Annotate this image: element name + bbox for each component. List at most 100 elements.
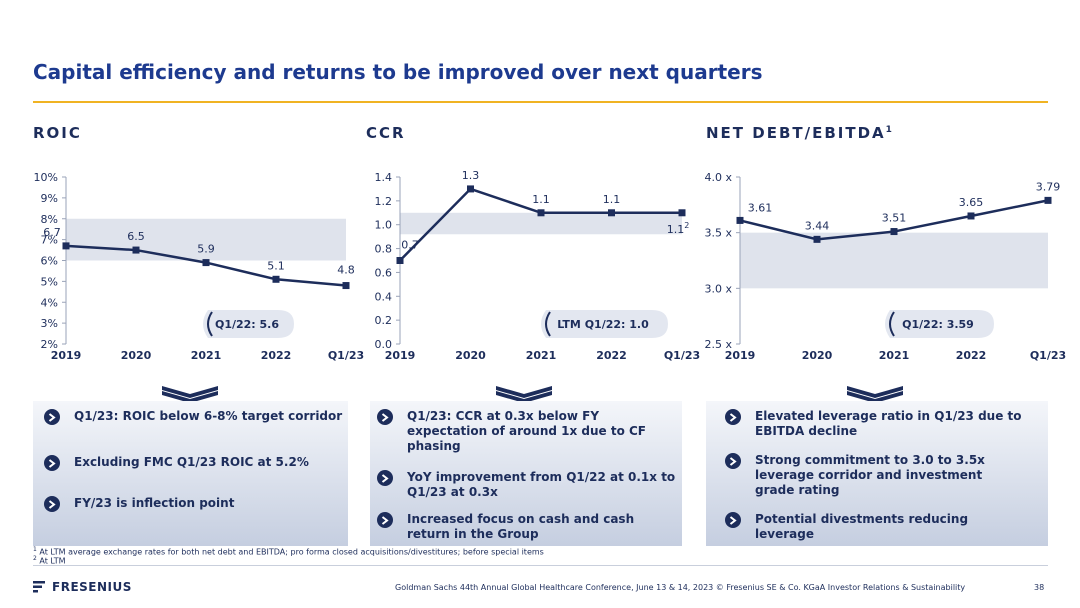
chevron-right-icon <box>44 409 60 425</box>
footnote-text: At LTM average exchange rates for both n… <box>39 547 544 557</box>
bullet-text: Elevated leverage ratio in Q1/23 due to … <box>755 409 1022 438</box>
x-tick-label: 2019 <box>385 349 416 362</box>
reference-badge-arc <box>545 311 551 337</box>
x-tick-label: 2019 <box>51 349 82 362</box>
panel-bullet: Elevated leverage ratio in Q1/23 due to … <box>725 409 1025 439</box>
data-point <box>967 212 975 220</box>
target-band <box>740 232 1048 289</box>
y-tick-label: 6% <box>41 255 58 268</box>
reference-badge-label: Q1/22: 3.59 <box>902 318 974 331</box>
panel-bullet: YoY improvement from Q1/22 at 0.1x to Q1… <box>377 470 677 500</box>
data-label: 1.1 <box>532 193 550 206</box>
data-point <box>678 209 686 217</box>
title-underline <box>33 101 1048 103</box>
x-tick-label: 2021 <box>879 349 910 362</box>
x-tick-label: 2020 <box>121 349 152 362</box>
panel-bullet: Q1/23: ROIC below 6-8% target corridor <box>44 409 344 425</box>
reference-badge-bg <box>203 310 294 338</box>
footnote: 2 At LTM <box>33 555 66 566</box>
panel-bullet: Potential divestments reducing leverage <box>725 512 1025 542</box>
bullet-text: Increased focus on cash and cash return … <box>407 512 635 541</box>
ccr-heading: CCR <box>366 124 406 142</box>
data-label: 6.7 <box>43 226 61 239</box>
panel-bullet: Excluding FMC Q1/23 ROIC at 5.2% <box>44 455 344 471</box>
data-point <box>202 259 210 267</box>
x-tick-label: 2020 <box>802 349 833 362</box>
data-point <box>890 228 898 236</box>
footnote: 1 At LTM average exchange rates for both… <box>33 546 544 557</box>
y-tick-label: 4.0 x <box>705 171 733 184</box>
data-label: 3.65 <box>959 196 984 209</box>
footer-divider <box>33 565 1048 566</box>
chevron-right-icon <box>377 470 393 486</box>
bullet-text: Q1/23: CCR at 0.3x below FY expectation … <box>407 409 647 453</box>
y-tick-label: 2% <box>41 338 58 351</box>
x-tick-label: 2019 <box>725 349 756 362</box>
y-tick-label: 10% <box>34 171 58 184</box>
target-band <box>66 218 346 261</box>
x-tick-label: Q1/23 <box>1030 349 1066 362</box>
data-label: 4.8 <box>337 264 355 277</box>
logo-mark-icon <box>33 581 45 593</box>
panel-bullet: Q1/23: CCR at 0.3x below FY expectation … <box>377 409 677 454</box>
bullet-text: Excluding FMC Q1/23 ROIC at 5.2% <box>74 455 309 469</box>
x-tick-label: Q1/23 <box>328 349 364 362</box>
y-tick-label: 0.6 <box>375 266 393 279</box>
bullet-text: Q1/23: ROIC below 6-8% target corridor <box>74 409 343 423</box>
net-debt-ebitda-chart: 2.5 x 3.0 x 3.5 x 4.0 x 2019 2020 2021 2022 Q1/2… <box>705 171 1067 362</box>
data-label: 3.79 <box>1036 180 1061 193</box>
bullet-text: Strong commitment to 3.0 to 3.5x leverag… <box>755 453 985 497</box>
reference-badge-bg <box>885 310 994 338</box>
panel-bullet: FY/23 is inflection point <box>44 496 344 512</box>
reference-badge-label: Q1/22: 5.6 <box>215 318 279 331</box>
y-tick-label: 3.5 x <box>705 227 733 240</box>
chevron-right-icon <box>725 409 741 425</box>
roic-panel <box>33 401 348 546</box>
y-tick-label: 3.0 x <box>705 282 733 295</box>
data-label: 3.51 <box>882 212 907 225</box>
chevron-right-icon <box>725 512 741 528</box>
y-tick-label: 0.0 <box>375 338 393 351</box>
data-label: 0.7 <box>401 239 419 252</box>
target-band <box>400 212 682 235</box>
data-point <box>813 235 821 243</box>
x-tick-label: 2022 <box>261 349 292 362</box>
data-point <box>467 185 474 193</box>
chevron-down-icon <box>496 386 552 403</box>
chevron-right-icon <box>377 409 393 425</box>
chevron-right-icon <box>725 453 741 469</box>
bullet-text: YoY improvement from Q1/22 at 0.1x to Q1… <box>407 470 676 499</box>
y-tick-label: 3% <box>41 317 58 330</box>
net-debt-ebitda-heading-text: NET DEBT/EBITDA <box>706 124 886 142</box>
y-tick-label: 8% <box>41 213 58 226</box>
data-point <box>272 275 280 283</box>
net-debt-ebitda-heading: NET DEBT/EBITDA1 <box>706 124 892 142</box>
y-tick-label: 0.2 <box>375 314 393 327</box>
x-tick-label: Q1/23 <box>664 349 700 362</box>
chevron-right-icon <box>44 455 60 471</box>
y-tick-label: 0.4 <box>375 290 393 303</box>
chevron-down-icon <box>847 386 903 403</box>
roic-heading: ROIC <box>33 124 82 142</box>
data-point <box>132 246 140 254</box>
y-tick-label: 2.5 x <box>705 338 733 351</box>
y-tick-label: 1.2 <box>375 195 393 208</box>
data-point <box>1044 196 1052 204</box>
data-label: 5.1 <box>267 259 285 272</box>
y-tick-label: 5% <box>41 275 58 288</box>
y-tick-label: 9% <box>41 192 58 205</box>
reference-badge-label: LTM Q1/22: 1.0 <box>557 318 649 331</box>
y-tick-label: 4% <box>41 296 58 309</box>
x-tick-label: 2022 <box>956 349 987 362</box>
reference-badge-arc <box>207 311 213 337</box>
data-label: 1.3 <box>462 169 480 182</box>
data-label: 1.12 <box>667 221 690 236</box>
footnote-marker: 2 <box>33 555 37 562</box>
data-point <box>736 216 744 224</box>
data-label: 3.61 <box>748 201 773 214</box>
data-point <box>396 257 404 264</box>
x-tick-label: 2021 <box>191 349 222 362</box>
x-tick-label: 2022 <box>596 349 627 362</box>
panel-bullet: Increased focus on cash and cash return … <box>377 512 677 542</box>
net-debt-ebitda-panel <box>706 401 1048 546</box>
